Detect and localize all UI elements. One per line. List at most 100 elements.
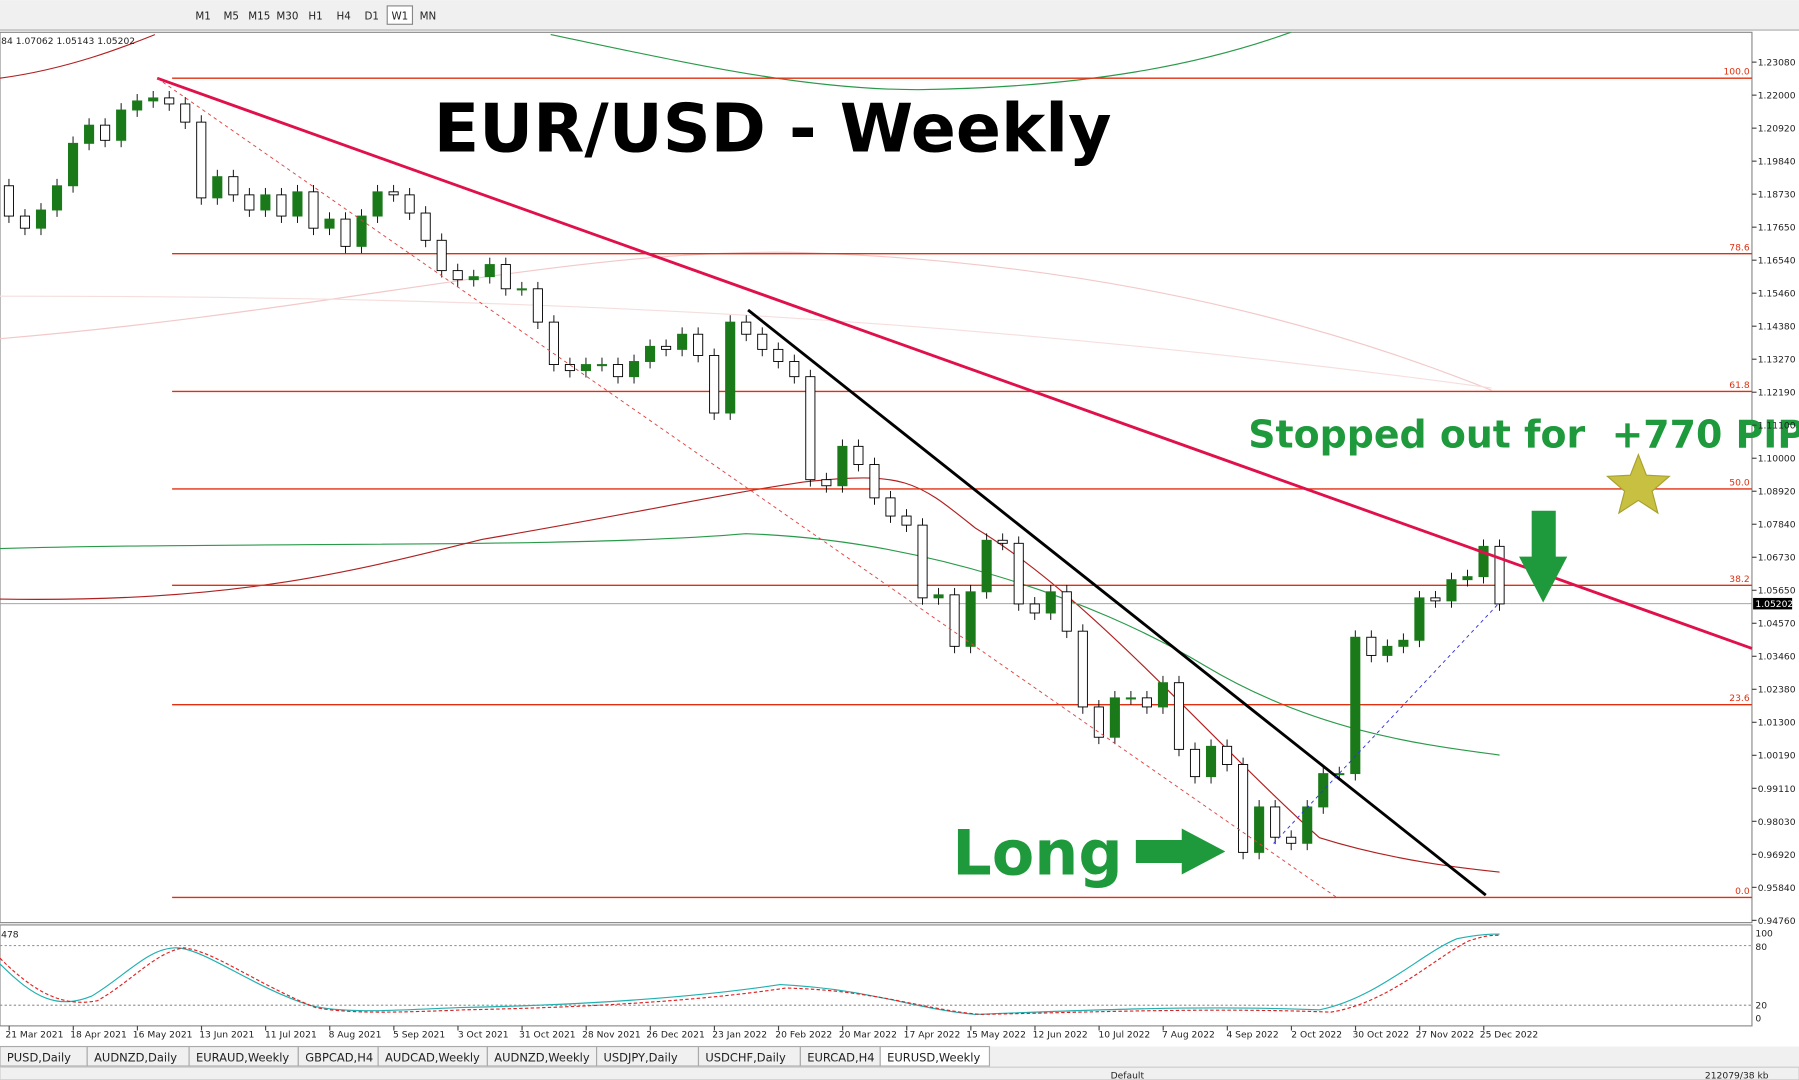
tab-label[interactable]: EURCAD,H4 [807, 1050, 874, 1064]
osc-signal [0, 934, 1500, 1015]
candle [1286, 836, 1297, 844]
timeframe-group: M1 M5 M15 M30 H1 H4 D1 W1 MN [195, 5, 437, 25]
timeframe-button[interactable]: M30 [276, 11, 298, 23]
candle [148, 97, 159, 102]
candle [452, 270, 463, 281]
fib-label: 38.2 [1729, 574, 1749, 585]
star [1605, 452, 1671, 515]
price-label: 0.94760 [1758, 916, 1796, 927]
fib-label: 50.0 [1729, 478, 1750, 489]
candle [1398, 639, 1409, 647]
candle [420, 212, 431, 241]
candle [596, 364, 608, 367]
timeframe-button[interactable]: W1 [391, 11, 408, 23]
candle [1494, 545, 1505, 605]
candle [1173, 682, 1185, 750]
fib-lines [172, 77, 1752, 899]
tab-label[interactable]: AUDNZD,Daily [94, 1050, 177, 1064]
price-label: 0.98030 [1758, 817, 1796, 828]
exit-annotation: Stopped out for +770 PIPS [1248, 413, 1799, 457]
date-label: 27 Nov 2022 [1416, 1029, 1475, 1040]
date-label: 26 Dec 2021 [646, 1029, 705, 1040]
status-profile: Default [1111, 1071, 1145, 1080]
candle [244, 194, 255, 211]
candle [260, 194, 271, 211]
tab-label[interactable]: USDJPY,Daily [603, 1050, 677, 1064]
tab-label[interactable]: USDCHF,Daily [705, 1050, 786, 1064]
candle [805, 376, 816, 481]
candle [68, 142, 79, 187]
ma-red-top [0, 34, 156, 79]
candle [19, 215, 31, 229]
date-label: 7 Aug 2022 [1162, 1029, 1215, 1040]
trendline-black [747, 308, 1487, 897]
tab-label[interactable]: EURAUD,Weekly [196, 1050, 289, 1064]
price-label: 1.00190 [1758, 751, 1796, 762]
date-label: 13 Jun 2021 [199, 1029, 254, 1040]
date-label: 31 Oct 2021 [519, 1029, 576, 1040]
candle [645, 345, 656, 362]
tabs: PUSD,Daily AUDNZD,Daily EURAUD,Weekly GBPCA… [0, 1045, 991, 1067]
tab-label[interactable]: AUDNZD,Weekly [494, 1050, 590, 1064]
candle [1430, 597, 1441, 602]
date-label: 28 Nov 2021 [582, 1029, 641, 1040]
candle [35, 209, 47, 229]
candle [228, 176, 239, 196]
price-label: 1.20920 [1758, 124, 1796, 135]
candle [1141, 697, 1152, 708]
candle [1302, 806, 1313, 844]
candle [949, 594, 960, 647]
candle [276, 194, 287, 217]
fib-label: 61.8 [1729, 380, 1750, 391]
fib-labels: 100.0 78.6 61.8 50.0 38.2 23.6 0.0 [1723, 67, 1749, 897]
price-label: 1.16540 [1758, 256, 1796, 267]
candle [837, 445, 848, 487]
arrow-right [1135, 828, 1226, 875]
price-label: 1.06730 [1758, 553, 1796, 564]
timeframe-button[interactable]: M15 [248, 11, 270, 23]
timeframe-button[interactable]: M5 [223, 11, 238, 23]
candle [356, 215, 367, 247]
candle [757, 333, 768, 350]
candle [468, 276, 479, 281]
status-memory: 212079/38 kb [1705, 1071, 1769, 1080]
timeframe-button[interactable]: H4 [336, 11, 350, 23]
tab-label[interactable]: GBPCAD,H4 [305, 1050, 373, 1064]
tab[interactable] [879, 1045, 991, 1067]
candle [1029, 603, 1040, 614]
active-timeframe [386, 5, 414, 25]
timeframe-button[interactable]: D1 [364, 11, 379, 23]
osc-level-label: 100 [1755, 928, 1773, 939]
candle [1093, 706, 1104, 738]
timeframe-button[interactable]: H1 [308, 11, 322, 23]
candle [1446, 579, 1457, 602]
tab-label[interactable]: EURUSD,Weekly [887, 1050, 980, 1064]
tab-label[interactable]: AUDCAD,Weekly [385, 1050, 480, 1064]
tab-label[interactable]: PUSD,Daily [7, 1050, 71, 1064]
timeframe-button[interactable]: M1 [195, 11, 210, 23]
candle [885, 497, 896, 517]
candle [564, 364, 575, 372]
candle [372, 191, 383, 217]
timeframe-button[interactable]: MN [420, 11, 437, 23]
date-label: 23 Jan 2022 [712, 1029, 767, 1040]
date-axis: 21 Mar 2021 18 Apr 2021 16 May 2021 13 Jun … [5, 1025, 1538, 1040]
candle [308, 191, 319, 229]
candle [693, 333, 704, 356]
chart-title: EUR/USD - Weekly [434, 90, 1112, 168]
candle [1125, 697, 1136, 700]
candle [388, 191, 399, 196]
candle [901, 515, 912, 526]
candle [1077, 630, 1088, 708]
price-label: 1.05650 [1758, 586, 1796, 597]
candle [661, 345, 672, 350]
candle [997, 539, 1008, 544]
price-label: 1.10000 [1758, 454, 1796, 465]
price-axis: 1.23080 1.22000 1.20920 1.19840 1.18730 1.176… [1751, 58, 1796, 927]
candle [1109, 697, 1120, 738]
candle [100, 124, 111, 141]
toolbar [0, 0, 1799, 31]
candle [853, 445, 864, 465]
candle [1238, 764, 1249, 853]
date-label: 11 Jul 2021 [265, 1029, 317, 1040]
